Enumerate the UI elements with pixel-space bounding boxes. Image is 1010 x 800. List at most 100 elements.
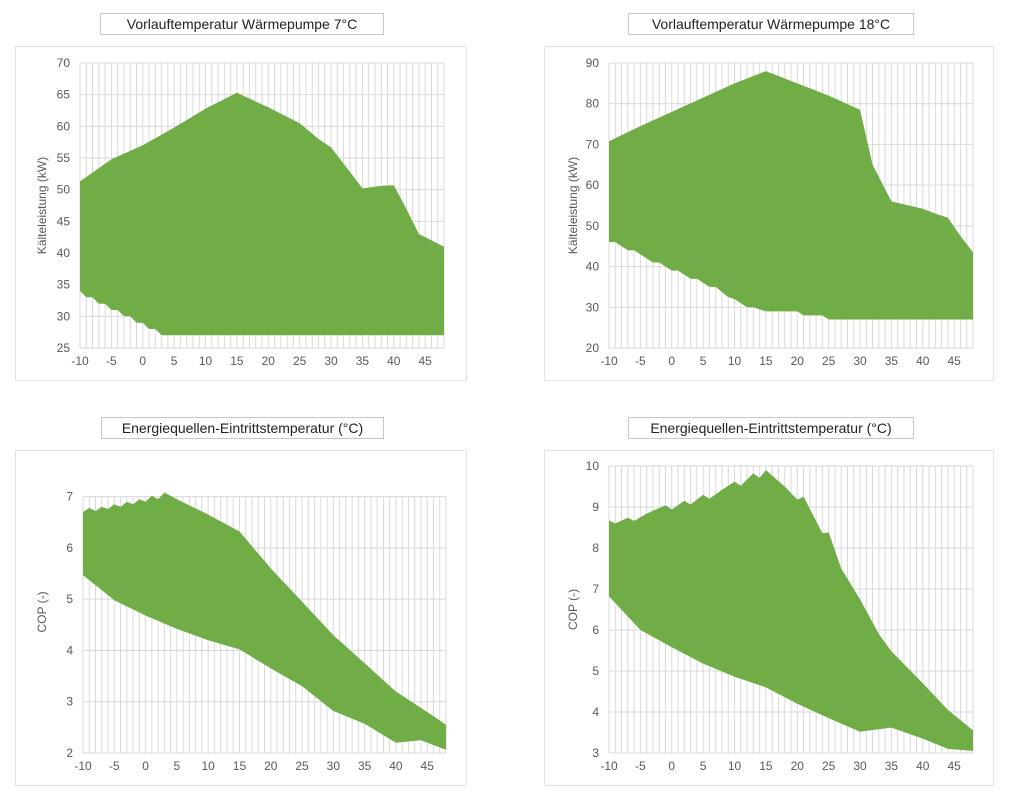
x-tick-label: 30 <box>324 354 338 368</box>
x-tick-label: 45 <box>947 354 961 368</box>
x-tick-label: -10 <box>600 354 618 368</box>
x-tick-label: 35 <box>885 759 899 773</box>
x-tick-label: 20 <box>791 354 805 368</box>
x-tick-label: 35 <box>356 354 370 368</box>
chart-1-frame: 25 30 35 40 45 50 55 60 65 70 -10 -5 0 5 10 15 20 25 30 35 4… <box>15 46 467 381</box>
y-tick-label: 3 <box>592 746 599 760</box>
y-tick-label: 40 <box>586 260 600 274</box>
x-tick-label: -10 <box>74 759 92 773</box>
chart-3-frame: 2 3 4 5 6 7 -10 -5 0 5 10 15 20 25 30 35 40 45 COP (-) <box>15 450 467 786</box>
x-tick-label: -5 <box>109 759 120 773</box>
chart-1-title: Vorlauftemperatur Wärmepumpe 7°C <box>100 13 384 35</box>
x-tick-label: 0 <box>668 759 675 773</box>
y-tick-label: 4 <box>66 643 73 657</box>
y-tick-label: 90 <box>586 56 600 70</box>
chart-2-plot: 20 30 40 50 60 70 80 90 -10 -5 0 5 10 15 20 25 30 35 40 45 K… <box>566 56 974 368</box>
x-tick-label: 40 <box>387 354 401 368</box>
x-tick-label: 5 <box>700 759 707 773</box>
y-tick-label: 3 <box>66 695 73 709</box>
x-tick-label: -5 <box>635 354 646 368</box>
y-axis-label: Kälteleistung (kW) <box>566 157 580 254</box>
x-tick-label: 10 <box>728 354 742 368</box>
y-tick-label: 7 <box>592 582 599 596</box>
x-tick-label: 5 <box>700 354 707 368</box>
y-tick-label: 65 <box>57 88 71 102</box>
y-tick-label: 6 <box>592 623 599 637</box>
y-axis-label: COP (-) <box>35 591 49 632</box>
x-tick-label: 0 <box>142 759 149 773</box>
chart-1-plot: 25 30 35 40 45 50 55 60 65 70 -10 -5 0 5 10 15 20 25 30 35 4… <box>35 56 445 368</box>
x-tick-label: -10 <box>600 759 618 773</box>
x-tick-label: 45 <box>947 759 961 773</box>
y-tick-label: 70 <box>57 56 71 70</box>
chart-2-title: Vorlauftemperatur Wärmepumpe 18°C <box>628 13 914 35</box>
x-tick-label: 30 <box>853 354 867 368</box>
x-tick-label: 20 <box>791 759 805 773</box>
x-tick-label: 10 <box>201 759 215 773</box>
x-tick-label: 20 <box>264 759 278 773</box>
x-tick-label: 40 <box>916 354 930 368</box>
x-tick-label: 45 <box>421 759 435 773</box>
y-tick-label: 50 <box>586 219 600 233</box>
area-band-upper-lower <box>83 492 446 750</box>
x-tick-label: 25 <box>822 354 836 368</box>
y-tick-label: 30 <box>57 309 71 323</box>
area-band-upper-lower <box>80 92 444 336</box>
x-tick-label: 35 <box>358 759 372 773</box>
y-tick-label: 2 <box>66 746 73 760</box>
y-tick-label: 20 <box>586 341 600 355</box>
x-tick-label: 10 <box>728 759 742 773</box>
y-tick-label: 4 <box>592 705 599 719</box>
y-tick-label: 50 <box>57 183 71 197</box>
x-tick-label: 0 <box>139 354 146 368</box>
y-tick-label: 5 <box>66 592 73 606</box>
y-tick-label: 30 <box>586 300 600 314</box>
x-tick-label: 10 <box>199 354 213 368</box>
chart-4-title: Energiequellen-Eintrittstemperatur (°C) <box>628 417 914 439</box>
y-tick-label: 8 <box>592 541 599 555</box>
area-band-upper-lower <box>609 470 973 751</box>
chart-2-frame: 20 30 40 50 60 70 80 90 -10 -5 0 5 10 15 20 25 30 35 40 45 K… <box>544 46 994 381</box>
x-tick-label: 25 <box>822 759 836 773</box>
y-tick-label: 60 <box>57 119 71 133</box>
y-tick-label: 5 <box>592 664 599 678</box>
x-tick-label: -5 <box>106 354 117 368</box>
y-tick-label: 40 <box>57 246 71 260</box>
y-tick-label: 70 <box>586 137 600 151</box>
y-tick-label: 7 <box>66 490 73 504</box>
y-tick-label: 25 <box>57 341 71 355</box>
x-tick-label: 30 <box>327 759 341 773</box>
x-tick-label: 15 <box>759 759 773 773</box>
x-tick-label: 5 <box>171 354 178 368</box>
x-tick-label: 25 <box>295 759 309 773</box>
x-tick-label: 25 <box>293 354 307 368</box>
chart-4-frame: 3 4 5 6 7 8 9 10 -10 -5 0 5 10 15 20 25 30 35 40 45 COP (-) <box>544 450 994 786</box>
y-tick-label: 6 <box>66 541 73 555</box>
x-tick-label: 5 <box>174 759 181 773</box>
x-tick-label: 40 <box>916 759 930 773</box>
x-tick-label: 30 <box>853 759 867 773</box>
x-tick-label: 20 <box>262 354 276 368</box>
x-tick-label: 15 <box>230 354 244 368</box>
x-tick-label: 35 <box>885 354 899 368</box>
x-tick-label: 15 <box>759 354 773 368</box>
area-band-upper-lower <box>609 71 973 320</box>
x-tick-label: 45 <box>418 354 432 368</box>
y-tick-label: 55 <box>57 151 71 165</box>
y-tick-label: 60 <box>586 178 600 192</box>
y-axis-label: Kälteleistung (kW) <box>35 157 49 254</box>
y-axis-label: COP (-) <box>566 589 580 630</box>
y-tick-label: 45 <box>57 214 71 228</box>
x-tick-label: -5 <box>635 759 646 773</box>
y-tick-label: 10 <box>586 459 600 473</box>
y-tick-label: 80 <box>586 97 600 111</box>
chart-3-title: Energiequellen-Eintrittstemperatur (°C) <box>101 417 384 439</box>
y-tick-label: 35 <box>57 278 71 292</box>
x-tick-label: 0 <box>668 354 675 368</box>
x-tick-label: 40 <box>389 759 403 773</box>
x-tick-label: 15 <box>233 759 247 773</box>
y-tick-label: 9 <box>592 500 599 514</box>
x-tick-label: -10 <box>71 354 89 368</box>
